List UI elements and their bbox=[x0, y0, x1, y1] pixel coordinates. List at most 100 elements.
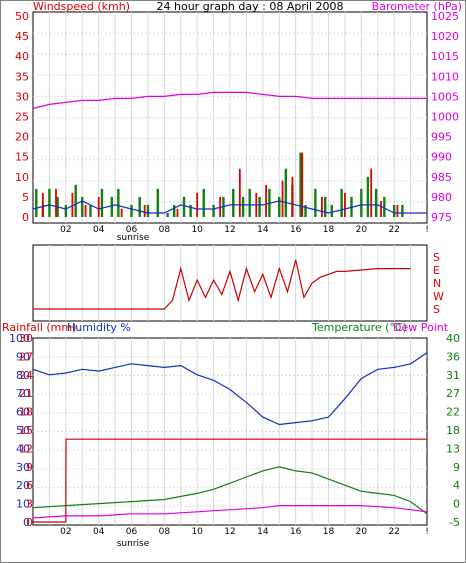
windspeed-tick-label: 35 bbox=[15, 70, 29, 83]
windspeed-tick-label: 15 bbox=[15, 151, 29, 164]
temperature-tick-label: 4 bbox=[453, 479, 460, 492]
x-tick-label: 12 bbox=[224, 225, 235, 235]
temp-time-tick-labels: 02 04 06 08 10 12 14 16 18 20 22! bbox=[60, 527, 429, 537]
humidity-line bbox=[32, 352, 428, 426]
rainfall-tick-label: 18 bbox=[19, 406, 33, 419]
barometer-line bbox=[32, 91, 427, 110]
temperature-tick-label: 22 bbox=[446, 406, 460, 419]
rainfall-tick-label: 3 bbox=[26, 498, 33, 511]
windspeed-tick-label: 0 bbox=[22, 211, 29, 224]
windspeed-tick-label: 25 bbox=[15, 111, 29, 124]
x-tick-label: 18 bbox=[323, 225, 335, 235]
x-tick-label: 16 bbox=[290, 527, 302, 537]
rainfall-tick-label: 12 bbox=[19, 442, 33, 455]
wind-pressure-grid bbox=[33, 12, 427, 223]
temp-humidity-series bbox=[32, 352, 428, 523]
x-tick-label: 04 bbox=[93, 225, 105, 235]
windspeed-tick-label: 50 bbox=[15, 10, 29, 23]
barometer-tick-label: 990 bbox=[431, 151, 452, 164]
x-tick-label: 02 bbox=[60, 527, 71, 537]
humidity-tick-label: 10 bbox=[16, 498, 30, 511]
wind-time-tick-labels: 02 04 06 08 10 12 14 16 18 20 22! bbox=[60, 225, 429, 235]
barometer-tick-label: 995 bbox=[431, 131, 452, 144]
barometer-tick-label: 980 bbox=[431, 191, 452, 204]
wind-direction-series bbox=[33, 259, 411, 310]
windspeed-tick-label: 10 bbox=[15, 171, 29, 184]
temperature-tick-label: -5 bbox=[449, 516, 460, 529]
x-tick-label: ! bbox=[425, 225, 429, 235]
rainfall-tick-label: 9 bbox=[26, 461, 33, 474]
rainfall-axis-label: Rainfall (mm) bbox=[2, 321, 76, 334]
windspeed-tick-label: 5 bbox=[22, 191, 29, 204]
x-tick-label: 06 bbox=[126, 527, 138, 537]
direction-tick-label: S bbox=[433, 251, 440, 264]
rainfall-line bbox=[33, 438, 427, 523]
temperature-tick-label: 31 bbox=[446, 369, 460, 382]
rainfall-tick-label: 0 bbox=[26, 516, 33, 529]
direction-tick-label: E bbox=[433, 264, 440, 277]
x-tick-label: 08 bbox=[159, 527, 171, 537]
x-tick-label: 16 bbox=[290, 225, 302, 235]
humidity-tick-label: 20 bbox=[16, 479, 30, 492]
temperature-tick-label: 13 bbox=[446, 442, 460, 455]
wind-direction-grid bbox=[48, 245, 412, 321]
humidity-tick-label: 80 bbox=[16, 369, 30, 382]
windspeed-axis-label: Windspeed (kmh) bbox=[33, 0, 130, 13]
direction-tick-label: S bbox=[433, 303, 440, 316]
temperature-tick-label: 18 bbox=[446, 424, 460, 437]
x-tick-label: 02 bbox=[60, 225, 71, 235]
humidity-tick-label: 100 bbox=[9, 332, 30, 345]
rainfall-tick-label: 6 bbox=[26, 479, 33, 492]
humidity-tick-label: 50 bbox=[16, 424, 30, 437]
humidity-tick-label: 70 bbox=[16, 387, 30, 400]
x-tick-label: 04 bbox=[93, 527, 105, 537]
barometer-tick-label: 985 bbox=[431, 171, 452, 184]
x-tick-label: 20 bbox=[356, 527, 368, 537]
temperature-axis-label: Temperature (°C) bbox=[311, 321, 407, 334]
temperature-tick-label: 36 bbox=[446, 350, 460, 363]
barometer-tick-label: 1010 bbox=[431, 70, 459, 83]
humidity-tick-label: 40 bbox=[16, 442, 30, 455]
windspeed-tick-label: 20 bbox=[15, 131, 29, 144]
avg-windspeed-line bbox=[32, 200, 427, 214]
barometer-axis-label: Barometer (hPa) bbox=[372, 0, 462, 13]
barometer-tick-label: 1020 bbox=[431, 30, 459, 43]
barometer-tick-label: 1015 bbox=[431, 50, 459, 63]
windspeed-tick-label: 40 bbox=[15, 50, 29, 63]
x-tick-label: 10 bbox=[191, 225, 203, 235]
humidity-tick-label: 30 bbox=[16, 461, 30, 474]
x-tick-label: 14 bbox=[257, 225, 269, 235]
humidity-axis-label: Humidity % bbox=[67, 321, 131, 334]
barometer-tick-label: 1005 bbox=[431, 90, 459, 103]
windspeed-tick-label: 45 bbox=[15, 30, 29, 43]
rainfall-tick-label: 24 bbox=[19, 369, 33, 382]
windspeed-tick-label: 30 bbox=[15, 90, 29, 103]
rainfall-tick-label: 27 bbox=[19, 350, 33, 363]
wind-direction-line bbox=[33, 259, 411, 310]
barometer-tick-label: 1025 bbox=[431, 10, 459, 23]
humidity-tick-label: 90 bbox=[16, 350, 30, 363]
x-tick-label: 22 bbox=[388, 527, 399, 537]
temperature-tick-label: 27 bbox=[446, 387, 460, 400]
x-tick-label: 20 bbox=[356, 225, 368, 235]
barometer-tick-label: 1000 bbox=[431, 111, 459, 124]
x-tick-label: ! bbox=[425, 527, 429, 537]
humidity-tick-label: 0 bbox=[23, 516, 30, 529]
dewpoint-axis-label: Dew Point bbox=[393, 321, 449, 334]
rainfall-tick-label: 30 bbox=[19, 332, 33, 345]
x-tick-label: 22 bbox=[388, 225, 399, 235]
chart-title: 24 hour graph day : 08 April 2008 bbox=[157, 0, 344, 13]
temperature-tick-label: 9 bbox=[453, 461, 460, 474]
x-tick-label: 12 bbox=[224, 527, 235, 537]
rainfall-tick-label: 15 bbox=[19, 424, 33, 437]
dewpoint-line bbox=[32, 505, 428, 519]
temperature-tick-label: 0 bbox=[453, 498, 460, 511]
x-tick-label: 06 bbox=[126, 225, 138, 235]
humidity-tick-label: 60 bbox=[16, 406, 30, 419]
